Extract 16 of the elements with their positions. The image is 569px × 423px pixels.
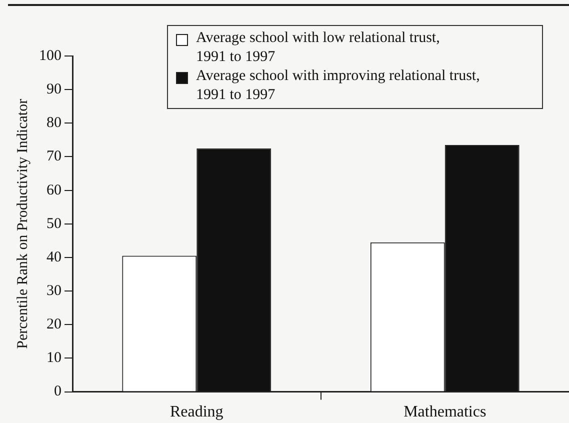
y-tick-label: 60 (46, 182, 62, 198)
y-tick-label: 90 (46, 82, 62, 98)
y-tick-label: 10 (46, 350, 62, 366)
legend-label: Average school with improving relational trust, 1991 to 1997 (196, 67, 480, 105)
y-tick-label: 70 (46, 148, 62, 165)
y-tick-label: 40 (46, 249, 62, 266)
y-tick-label: 50 (46, 216, 62, 232)
y-tick-label: 100 (39, 48, 62, 64)
y-tick-label: 30 (46, 282, 62, 299)
y-axis-title: Percentile Rank on Productivity Indicator (14, 98, 31, 349)
x-tick-label: Reading (170, 404, 224, 421)
y-tick-label: 0 (54, 384, 62, 400)
y-tick-label: 20 (46, 316, 62, 333)
legend-label: Average school with low relational trust, 1991 to 1997 (196, 29, 440, 67)
y-tick-label: 80 (46, 115, 62, 132)
x-tick-label: Mathematics (404, 404, 486, 421)
